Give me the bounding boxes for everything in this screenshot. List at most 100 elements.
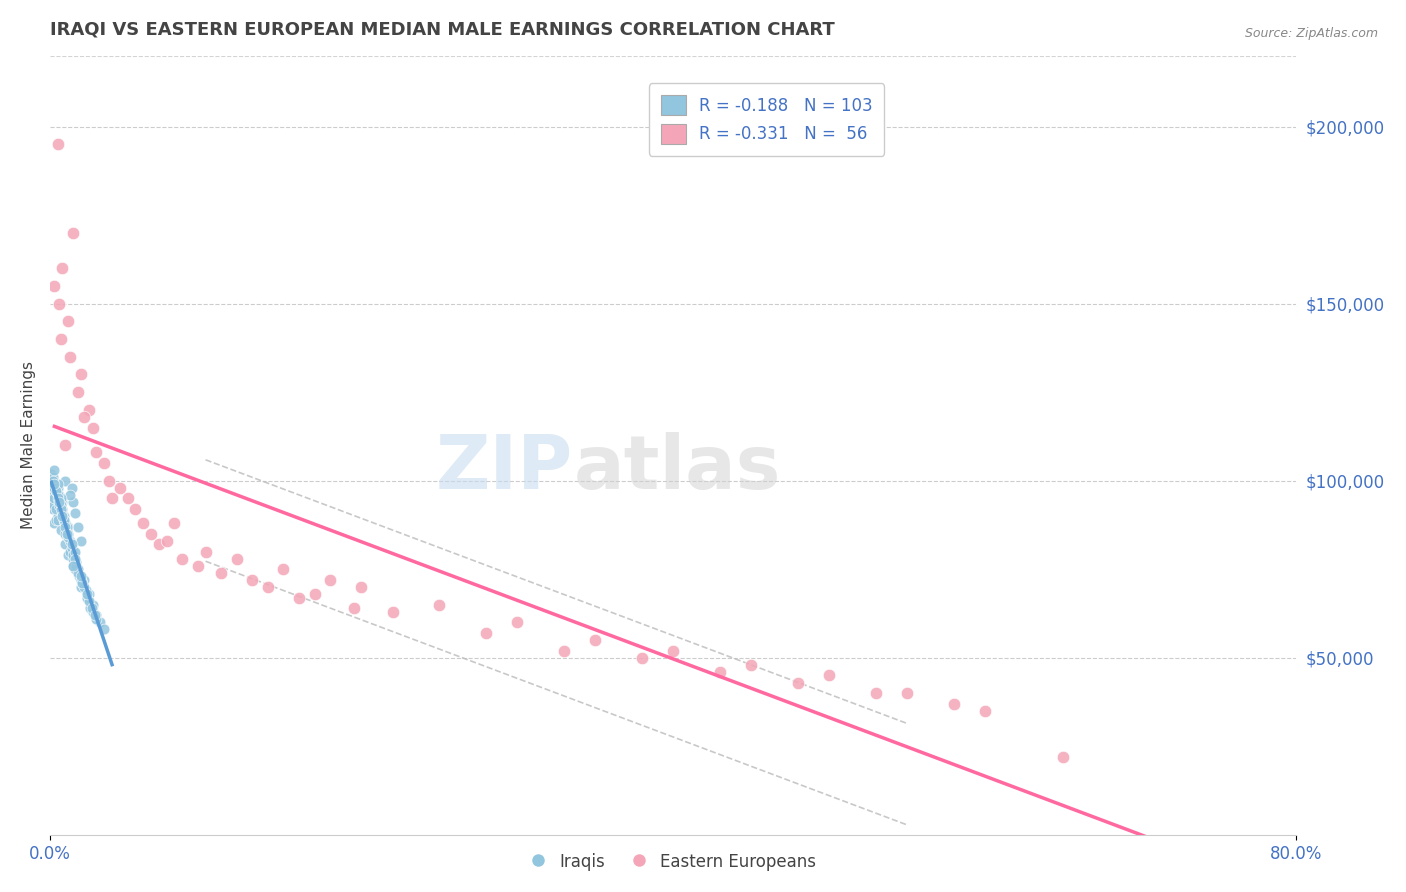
Point	[58, 548, 80, 562]
Point	[51, 506, 73, 520]
Point	[70, 573, 93, 587]
Point	[52, 513, 75, 527]
Point	[49, 499, 72, 513]
Point	[42, 470, 65, 484]
Point	[49, 523, 72, 537]
Point	[70, 569, 93, 583]
Point	[60, 537, 83, 551]
Point	[288, 591, 311, 605]
Point	[63, 562, 86, 576]
Point	[46, 491, 69, 506]
Point	[67, 569, 90, 583]
Point	[76, 587, 98, 601]
Point	[44, 491, 66, 506]
Point	[631, 650, 654, 665]
Point	[58, 519, 80, 533]
Point	[58, 526, 80, 541]
Point	[77, 402, 100, 417]
Point	[475, 626, 498, 640]
Point	[44, 516, 66, 531]
Point	[101, 491, 124, 506]
Point	[62, 551, 84, 566]
Point	[62, 226, 84, 240]
Point	[72, 576, 94, 591]
Point	[342, 601, 364, 615]
Point	[89, 615, 111, 630]
Point	[49, 332, 72, 346]
Point	[59, 544, 82, 558]
Point	[209, 566, 232, 580]
Point	[66, 562, 89, 576]
Point	[44, 477, 66, 491]
Point	[86, 608, 108, 623]
Point	[273, 562, 295, 576]
Point	[172, 551, 194, 566]
Point	[77, 594, 100, 608]
Point	[53, 526, 76, 541]
Point	[42, 474, 65, 488]
Point	[62, 558, 84, 573]
Point	[132, 516, 155, 531]
Point	[66, 385, 89, 400]
Point	[73, 409, 96, 424]
Y-axis label: Median Male Earnings: Median Male Earnings	[21, 361, 35, 529]
Point	[62, 558, 84, 573]
Point	[117, 491, 139, 506]
Point	[70, 368, 93, 382]
Point	[58, 530, 80, 544]
Point	[60, 541, 83, 555]
Point	[51, 509, 73, 524]
Point	[865, 686, 887, 700]
Point	[553, 643, 575, 657]
Point	[187, 558, 209, 573]
Point	[59, 350, 82, 364]
Point	[45, 484, 67, 499]
Point	[49, 499, 72, 513]
Point	[93, 456, 115, 470]
Point	[51, 495, 73, 509]
Point	[77, 587, 100, 601]
Point	[51, 506, 73, 520]
Point	[79, 601, 101, 615]
Legend: Iraqis, Eastern Europeans: Iraqis, Eastern Europeans	[523, 846, 823, 877]
Point	[46, 477, 69, 491]
Point	[39, 467, 62, 481]
Point	[59, 533, 82, 548]
Point	[59, 488, 82, 502]
Point	[48, 499, 70, 513]
Point	[46, 513, 69, 527]
Point	[45, 513, 67, 527]
Text: IRAQI VS EASTERN EUROPEAN MEDIAN MALE EARNINGS CORRELATION CHART: IRAQI VS EASTERN EUROPEAN MEDIAN MALE EA…	[49, 21, 835, 39]
Point	[56, 526, 79, 541]
Point	[583, 633, 606, 648]
Point	[44, 278, 66, 293]
Point	[76, 591, 98, 605]
Point	[662, 643, 685, 657]
Point	[51, 261, 73, 276]
Point	[51, 502, 73, 516]
Point	[63, 506, 86, 520]
Point	[63, 551, 86, 566]
Point	[124, 502, 146, 516]
Point	[73, 573, 96, 587]
Point	[53, 519, 76, 533]
Point	[70, 580, 93, 594]
Point	[48, 502, 70, 516]
Point	[46, 509, 69, 524]
Point	[70, 533, 93, 548]
Point	[60, 481, 83, 495]
Point	[52, 509, 75, 524]
Point	[80, 601, 103, 615]
Text: Source: ZipAtlas.com: Source: ZipAtlas.com	[1244, 27, 1378, 40]
Point	[44, 481, 66, 495]
Point	[53, 438, 76, 452]
Point	[506, 615, 529, 630]
Point	[82, 420, 104, 434]
Text: ZIP: ZIP	[436, 432, 574, 505]
Point	[108, 481, 131, 495]
Point	[48, 495, 70, 509]
Point	[86, 612, 108, 626]
Point	[82, 598, 104, 612]
Point	[304, 587, 326, 601]
Point	[240, 573, 263, 587]
